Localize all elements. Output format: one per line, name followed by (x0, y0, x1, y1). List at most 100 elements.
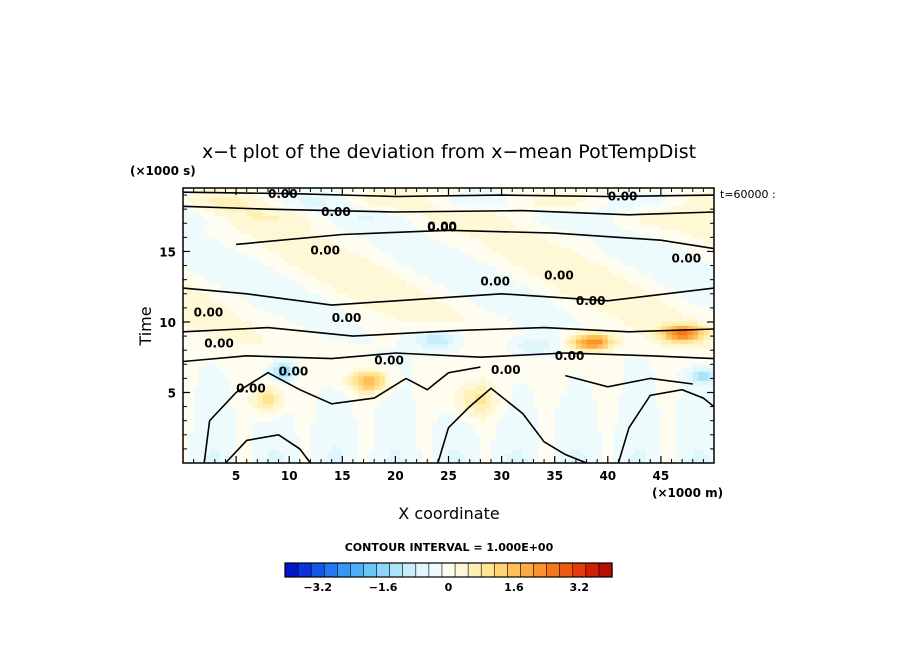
heatmap-cell (671, 426, 678, 432)
heatmap-cell (315, 339, 322, 345)
heatmap-cell (666, 270, 672, 276)
heatmap-cell (703, 325, 710, 331)
heatmap-cell (236, 279, 242, 285)
heatmap-cell (565, 380, 572, 386)
heatmap-cell (522, 380, 529, 386)
heatmap-cell (230, 371, 237, 377)
heatmap-cell (570, 256, 577, 262)
heatmap-cell (475, 247, 481, 253)
heatmap-cell (252, 421, 258, 427)
heatmap-cell (273, 353, 279, 358)
heatmap-cell (581, 330, 587, 336)
heatmap-cell (575, 357, 582, 363)
heatmap-cell (650, 233, 656, 239)
heatmap-cell (384, 421, 391, 427)
heatmap-cell (634, 430, 641, 436)
heatmap-cell (273, 311, 279, 317)
heatmap-cell (549, 357, 556, 363)
heatmap-cell (575, 449, 582, 455)
heatmap-cell (644, 444, 651, 450)
heatmap-cell (395, 440, 402, 446)
heatmap-cell (294, 233, 301, 239)
heatmap-cell (597, 426, 603, 432)
heatmap-cell (437, 380, 444, 386)
heatmap-cell (660, 316, 667, 322)
heatmap-cell (411, 371, 418, 377)
heatmap-cell (629, 307, 635, 313)
heatmap-cell (368, 380, 375, 386)
heatmap-cell (390, 389, 396, 395)
heatmap-cell (336, 421, 343, 427)
heatmap-cell (597, 394, 603, 400)
heatmap-cell (406, 371, 412, 377)
heatmap-cell (368, 385, 375, 391)
heatmap-cell (501, 265, 508, 271)
heatmap-cell (395, 270, 402, 276)
heatmap-cell (443, 302, 449, 308)
heatmap-cell (204, 408, 210, 413)
heatmap-cell (650, 270, 656, 276)
heatmap-cell (565, 293, 572, 299)
heatmap-cell (406, 334, 412, 340)
heatmap-cell (475, 380, 481, 386)
heatmap-cell (368, 412, 375, 418)
heatmap-cell (374, 252, 380, 258)
heatmap-cell (512, 408, 518, 413)
heatmap-cell (708, 330, 714, 336)
heatmap-cell (629, 256, 635, 262)
heatmap-cell (432, 362, 439, 368)
heatmap-cell (469, 408, 476, 413)
heatmap-cell (204, 298, 210, 303)
heatmap-cell (618, 311, 625, 317)
heatmap-cell (310, 247, 317, 253)
heatmap-cell (575, 435, 582, 441)
heatmap-cell (676, 275, 683, 281)
heatmap-cell (671, 430, 678, 436)
heatmap-cell (278, 403, 285, 409)
heatmap-cell (421, 389, 428, 395)
heatmap-cell (299, 275, 306, 281)
heatmap-cell (336, 233, 343, 239)
heatmap-cell (443, 357, 449, 363)
heatmap-cell (698, 284, 704, 290)
heatmap-cell (294, 330, 301, 336)
heatmap-cell (236, 421, 242, 427)
heatmap-cell (326, 417, 333, 423)
heatmap-cell (703, 412, 710, 418)
heatmap-cell (198, 288, 205, 294)
heatmap-cell (278, 243, 285, 248)
heatmap-cell (342, 366, 349, 372)
heatmap-cell (639, 408, 646, 413)
heatmap-cell (220, 270, 226, 276)
heatmap-cell (390, 458, 396, 463)
heatmap-cell (692, 256, 699, 262)
heatmap-cell (464, 389, 471, 395)
heatmap-cell (565, 270, 572, 276)
heatmap-cell (554, 421, 561, 427)
heatmap-cell (528, 398, 534, 404)
heatmap-cell (544, 252, 550, 258)
heatmap-cell (283, 233, 290, 239)
heatmap-cell (236, 430, 242, 436)
heatmap-cell (485, 330, 492, 336)
heatmap-cell (236, 316, 242, 322)
heatmap-cell (406, 453, 412, 459)
heatmap-cell (687, 256, 694, 262)
heatmap-cell (485, 243, 492, 248)
heatmap-cell (246, 339, 253, 345)
heatmap-cell (453, 293, 460, 299)
heatmap-cell (597, 293, 603, 299)
heatmap-cell (660, 403, 667, 409)
heatmap-cell (597, 375, 603, 381)
heatmap-cell (421, 408, 428, 413)
heatmap-cell (703, 417, 710, 423)
heatmap-cell (485, 311, 492, 317)
heatmap-cell (496, 440, 502, 446)
heatmap-cell (406, 320, 412, 326)
heatmap-cell (437, 316, 444, 322)
heatmap-cell (379, 353, 386, 358)
heatmap-cell (544, 284, 550, 290)
heatmap-cell (618, 389, 625, 395)
heatmap-cell (660, 325, 667, 331)
heatmap-cell (374, 270, 380, 276)
